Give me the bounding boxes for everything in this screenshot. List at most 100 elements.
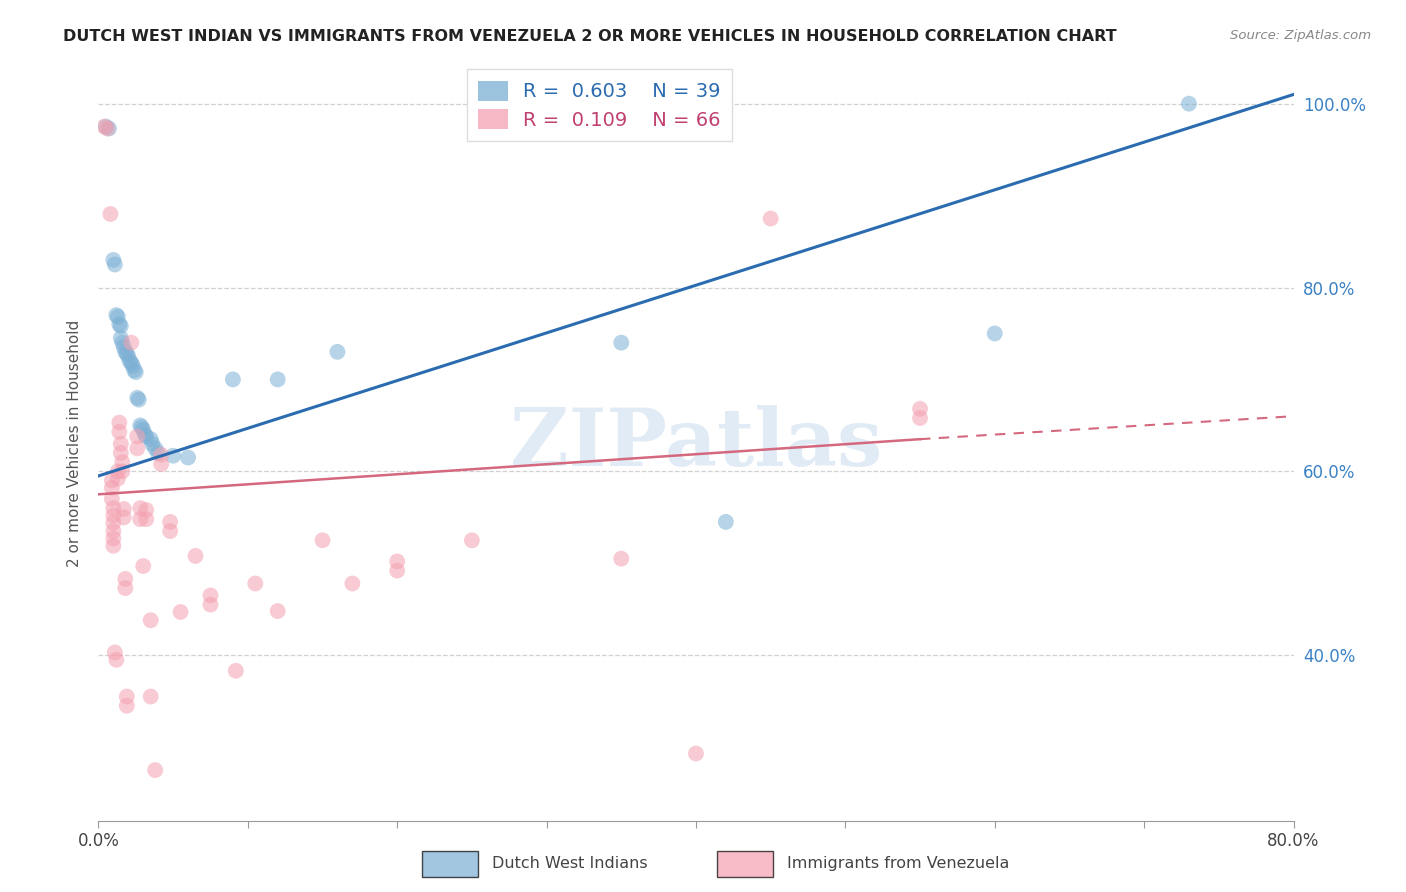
Point (150, 457, 173, 471)
Point (222, 372, 245, 386)
Point (96, 121, 118, 136)
Point (114, 572, 136, 586)
Point (108, 318, 131, 332)
Point (610, 551, 633, 566)
FancyBboxPatch shape (422, 851, 478, 877)
Point (103, 508, 125, 523)
Point (104, 645, 127, 659)
Point (129, 512, 152, 526)
Point (685, 747, 707, 761)
Point (225, 664, 247, 678)
Point (103, 539, 125, 553)
Point (908, 411, 931, 425)
Point (127, 391, 149, 405)
Point (132, 423, 155, 437)
Point (159, 524, 181, 538)
Point (385, 554, 409, 568)
Point (114, 344, 136, 359)
Point (121, 359, 143, 373)
Point (93, 120, 115, 134)
Text: Immigrants from Venezuela: Immigrants from Venezuela (787, 855, 1010, 871)
Point (115, 347, 138, 361)
Point (114, 581, 136, 595)
FancyBboxPatch shape (717, 851, 773, 877)
Point (97, 121, 120, 136)
Point (141, 437, 163, 451)
Point (117, 350, 139, 364)
Point (169, 605, 191, 619)
Point (127, 442, 149, 456)
Point (135, 503, 157, 517)
Point (200, 598, 222, 612)
Point (112, 510, 135, 524)
Point (1178, 96, 1201, 111)
Point (111, 464, 134, 478)
Point (115, 698, 138, 713)
Point (108, 416, 131, 430)
Legend: R =  0.603    N = 39, R =  0.109    N = 66: R = 0.603 N = 39, R = 0.109 N = 66 (467, 69, 733, 141)
Point (105, 653, 128, 667)
Point (103, 524, 125, 538)
Text: DUTCH WEST INDIAN VS IMMIGRANTS FROM VENEZUELA 2 OR MORE VEHICLES IN HOUSEHOLD C: DUTCH WEST INDIAN VS IMMIGRANTS FROM VEN… (63, 29, 1116, 44)
Point (714, 515, 737, 529)
Point (125, 365, 148, 379)
Point (177, 450, 200, 465)
Point (461, 533, 484, 548)
Point (107, 464, 129, 478)
Point (759, 211, 782, 226)
Point (103, 501, 125, 516)
Point (184, 549, 207, 563)
Point (150, 448, 173, 462)
Point (103, 532, 125, 546)
Point (103, 252, 125, 267)
Point (110, 437, 132, 451)
Point (311, 533, 333, 548)
Point (110, 446, 132, 460)
Point (143, 442, 166, 456)
Point (128, 392, 150, 407)
Point (111, 455, 134, 469)
Text: Dutch West Indians: Dutch West Indians (492, 855, 648, 871)
Point (610, 335, 633, 350)
Point (326, 344, 349, 359)
Point (342, 576, 364, 591)
Point (120, 356, 142, 370)
Point (908, 401, 931, 416)
Point (107, 472, 129, 486)
Point (132, 559, 155, 574)
Point (143, 763, 166, 777)
Point (110, 331, 132, 345)
Point (98, 207, 122, 221)
Point (135, 512, 157, 526)
Point (245, 576, 267, 591)
Point (129, 501, 152, 516)
Point (200, 589, 222, 603)
Point (139, 432, 162, 446)
Point (108, 425, 131, 439)
Point (124, 363, 146, 377)
Point (131, 420, 153, 434)
Y-axis label: 2 or more Vehicles in Household: 2 or more Vehicles in Household (66, 320, 82, 567)
Point (267, 604, 290, 618)
Point (112, 340, 135, 354)
Point (101, 474, 124, 488)
Point (135, 429, 157, 443)
Point (129, 418, 152, 433)
Point (104, 258, 127, 272)
Point (120, 335, 142, 350)
Point (134, 427, 156, 442)
Point (139, 613, 162, 627)
Point (101, 481, 124, 495)
Point (139, 690, 162, 704)
Point (103, 516, 125, 530)
Point (107, 310, 129, 324)
Point (110, 319, 132, 334)
Point (162, 449, 184, 463)
Point (111, 335, 134, 350)
Point (105, 308, 128, 322)
Point (118, 354, 141, 368)
Text: ZIPatlas: ZIPatlas (510, 405, 882, 483)
Point (127, 429, 149, 443)
Point (267, 372, 290, 386)
Point (115, 690, 138, 704)
